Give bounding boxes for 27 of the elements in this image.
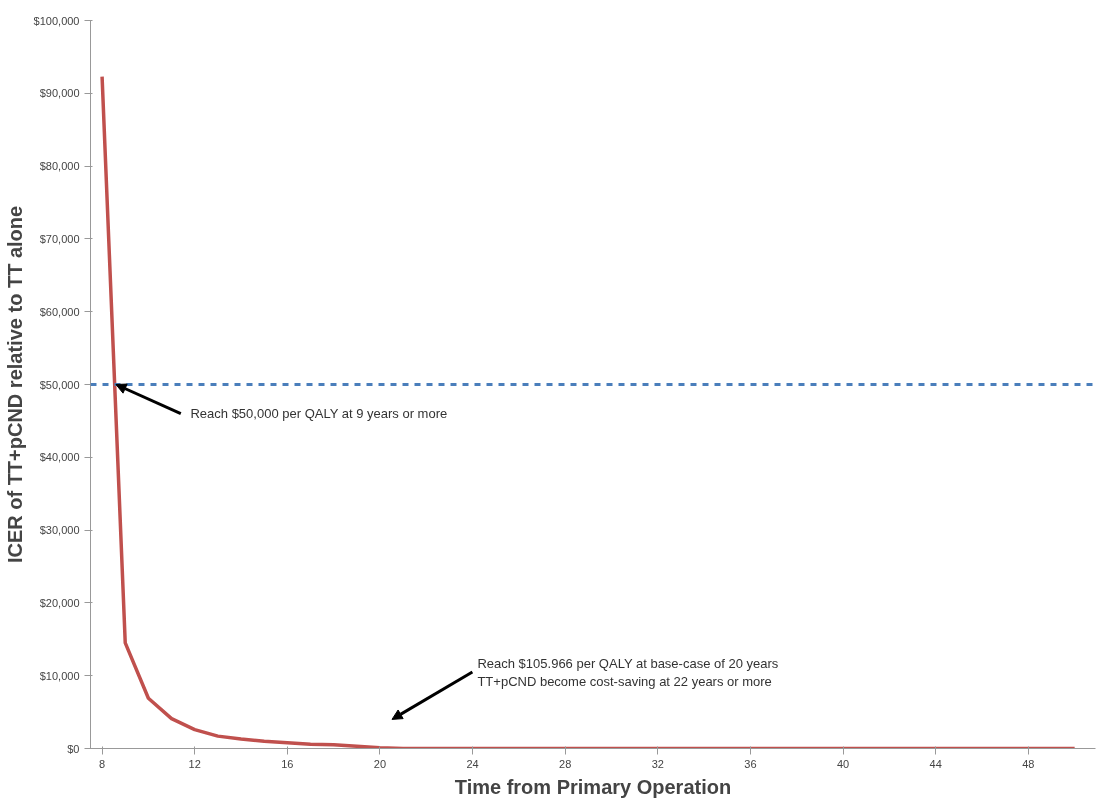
x-axis-title: Time from Primary Operation xyxy=(454,775,732,798)
annotation: Reach $50,000 per QALY at 9 years or more xyxy=(190,406,448,422)
y-tick-label: $60,000 xyxy=(39,305,80,318)
x-tick-label: 16 xyxy=(281,757,294,770)
y-tick-label: $40,000 xyxy=(39,451,80,464)
y-tick-label: $70,000 xyxy=(39,232,80,245)
x-tick-label: 28 xyxy=(559,757,572,770)
y-axis-title: ICER of TT+pCND relative to TT alone xyxy=(3,205,26,564)
y-tick-label: $50,000 xyxy=(39,378,80,391)
x-tick-label: 24 xyxy=(466,757,479,770)
x-tick-label: 12 xyxy=(188,757,201,770)
x-tick-label: 40 xyxy=(836,757,850,770)
y-tick-label: $90,000 xyxy=(39,87,80,100)
x-tick-label: 44 xyxy=(929,757,942,770)
x-tick-label: 36 xyxy=(744,757,757,770)
y-tick-label: $10,000 xyxy=(39,669,80,682)
x-tick-label: 32 xyxy=(651,757,664,770)
y-tick-label: $30,000 xyxy=(39,524,80,537)
y-tick-label: $100,000 xyxy=(33,14,80,27)
y-tick-label: $80,000 xyxy=(39,160,80,173)
line-series xyxy=(100,74,1077,749)
annotation: Reach $105.966 per QALY at base-case of 20 years TT+pCND become cost-saving at 22 years or more xyxy=(477,655,779,689)
x-tick-label: 48 xyxy=(1022,757,1035,770)
y-tick-label: $20,000 xyxy=(39,596,80,609)
y-tick-label: $0 xyxy=(67,742,80,755)
x-tick-label: 8 xyxy=(99,757,106,770)
x-tick-label: 20 xyxy=(373,757,387,770)
